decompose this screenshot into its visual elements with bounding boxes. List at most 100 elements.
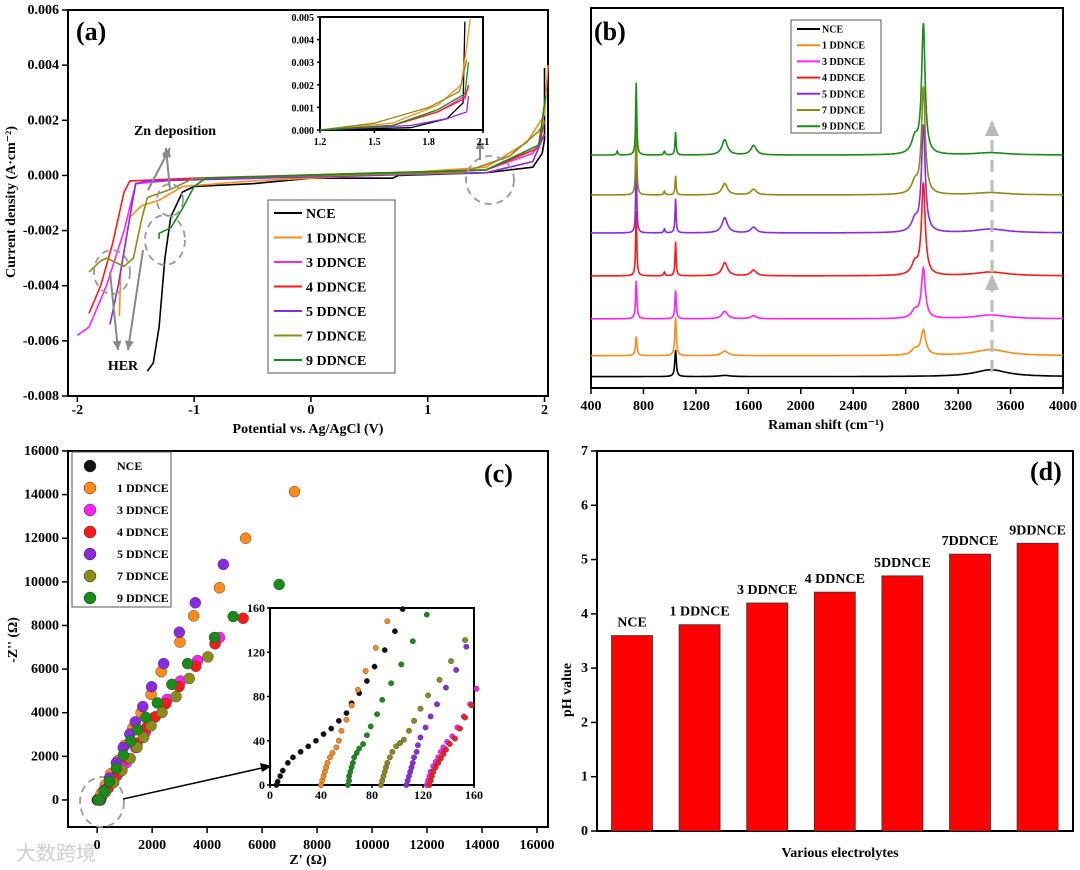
data-point [473,685,480,692]
y-tick-label: 0.005 [292,13,315,24]
data-point [110,762,123,775]
x-tick-label: 3600 [997,399,1025,414]
legend-marker [83,569,97,583]
x-tick-label: 1.5 [368,137,381,148]
data-point [393,743,400,750]
panel-5-axes: 0 1 2 3 4 5 6 7 [581,444,597,839]
data-point [156,706,168,719]
bar-nce [611,635,653,832]
panel-0-axes: -2 -1 0 1 2 -0.008 -0.006 -0.004 -0.002 0.000 0.00… [23,3,548,418]
data-point [239,532,252,544]
data-point [427,713,434,720]
y-tick-label: 0.002 [28,113,60,128]
x-tick-label: 80 [366,788,378,802]
legend-label: 4 DDNCE [822,73,865,84]
data-point [417,734,424,741]
legend-marker [83,503,97,517]
data-point [423,611,430,618]
data-point [279,767,286,774]
x-tick-label: 0 [94,838,101,853]
data-point [360,741,366,747]
data-point [297,748,304,755]
data-point [430,768,437,775]
data-point [453,667,460,673]
panel-2-legend: NCE 1 DDNCE 3 DDNCE 4 DDNCE 5 DDNCE 7 DDNCE 9 … [790,19,882,134]
y-tick-label: 8000 [31,618,59,633]
data-point [98,785,110,797]
data-point [422,724,429,731]
y-tick-label: 5 [581,553,588,568]
series-line-9-ddnce [158,95,547,239]
bar-3-ddnce [746,602,789,832]
y-tick-label: 80 [253,690,265,704]
data-point [443,684,449,691]
legend-label: 5 DDNCE [117,547,169,561]
data-point [436,677,443,683]
y-tick-label: 0.004 [292,36,315,47]
y-tick-label: -0.004 [23,279,59,294]
y-tick-label: 0.006 [28,3,60,18]
data-point [151,697,164,709]
data-point [386,754,393,761]
panel-4-points [273,606,480,788]
data-point [320,731,327,738]
data-point [392,628,398,635]
legend-label: NCE [822,25,843,36]
x-tick-label: 120 [414,788,432,802]
data-point [131,724,144,736]
data-point [356,745,363,752]
y-tick-label: 7 [581,444,588,459]
x-tick-label: 8000 [303,838,331,853]
data-point [372,644,379,651]
legend-label: 3 DDNCE [117,503,169,517]
y-tick-label: -0.006 [23,334,59,349]
panel-0-series [76,65,549,372]
x-tick-label: 16000 [520,838,555,853]
legend-label: 9 DDNCE [117,591,169,605]
x-tick-label: 2 [541,403,548,418]
y-tick-label: 0.000 [292,126,315,137]
data-point [355,686,361,693]
data-point [349,759,356,766]
data-point [312,737,319,744]
panel-4-axes: 0 40 80 120 160 0 40 80 120 160 [247,601,483,802]
panel-label-b: (b) [594,17,626,46]
data-point [389,748,396,755]
arrow-shaft [127,249,144,351]
data-point [468,702,475,709]
bar-label: 5DDNCE [874,556,931,571]
raman-trend-arrow [985,120,999,372]
data-point [227,610,239,623]
data-point [432,764,439,771]
x-tick-label: 400 [581,399,602,414]
panel-3-points [91,485,301,806]
panel-1-series [319,19,471,131]
y-tick-label: 0.004 [28,58,60,73]
dashed-circle-highlight [465,155,515,205]
series-line-5-ddnce [319,96,470,131]
series-nce [273,606,406,788]
data-point [363,732,370,739]
data-point [367,723,374,730]
series-line-nce [319,21,466,131]
series-4-ddnce [426,702,475,788]
panel-2-series [591,22,1063,378]
legend-marker [83,459,97,473]
data-point [327,754,333,761]
x-axis-title: Potential vs. Ag/AgCl (V) [233,422,384,437]
legend-label: NCE [306,207,336,222]
data-point [397,740,403,746]
data-point [170,690,182,703]
x-axis-title: Z' (Ω) [289,853,327,868]
x-tick-label: 0 [267,788,273,802]
y-tick-label: 10000 [24,575,59,590]
raman-spectrum-nce [591,349,1063,378]
bar-label: 1 DDNCE [669,605,729,620]
y-tick-label: -0.008 [23,389,59,404]
raman-spectrum-3-ddnce [591,265,1063,320]
legend-label: 9 DDNCE [822,122,865,133]
data-point [93,794,105,806]
arrow-head-icon [985,120,999,136]
data-point [398,661,405,668]
data-point [103,775,116,788]
